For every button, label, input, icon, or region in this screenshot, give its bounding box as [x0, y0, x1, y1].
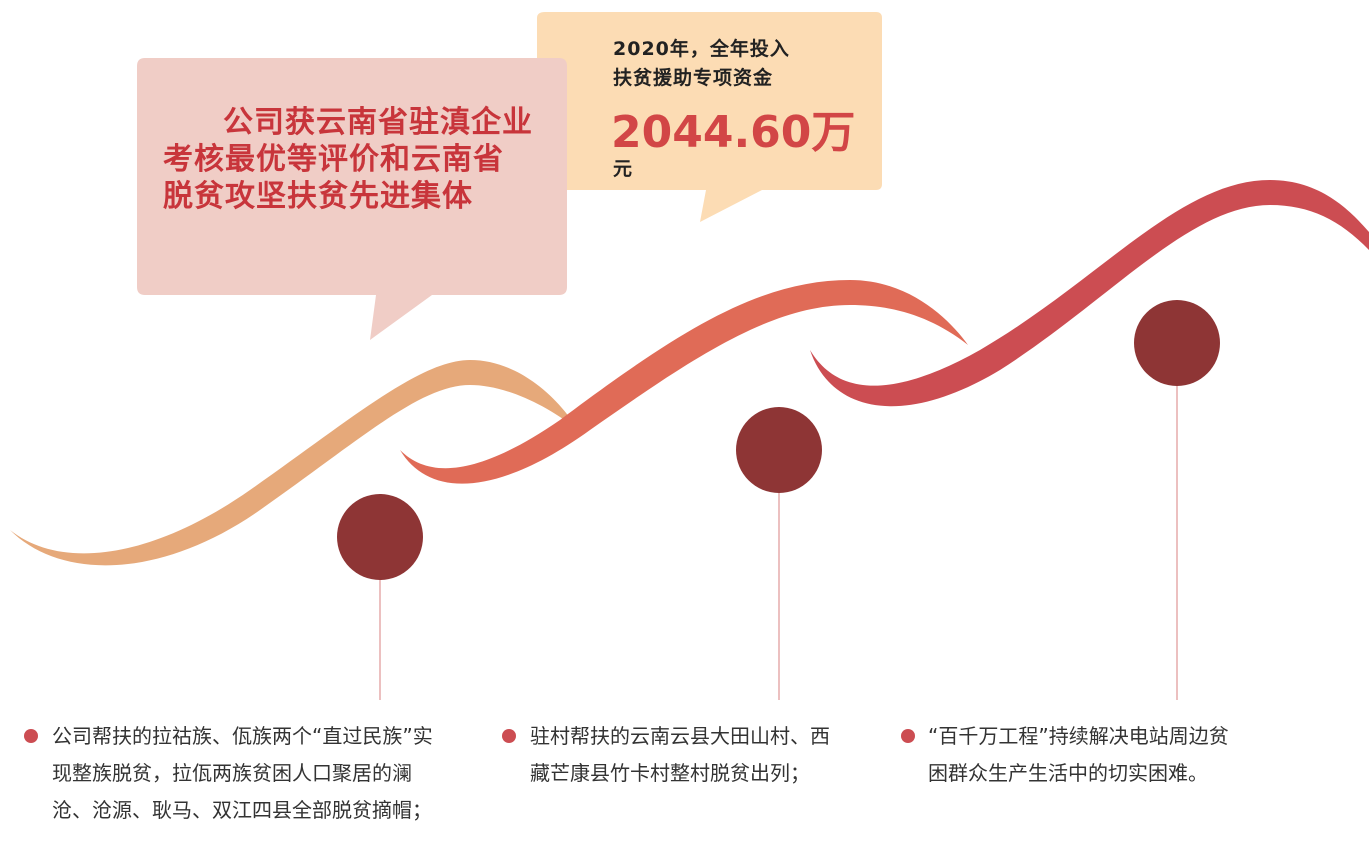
- item-text: 公司帮扶的拉祜族、佤族两个“直过民族”实现整族脱贫，拉佤两族贫困人口聚居的澜沧、…: [52, 724, 433, 822]
- bullet: [24, 729, 38, 743]
- honor-callout-bg: [137, 58, 567, 340]
- funding-line: 扶贫援助专项资金: [613, 67, 774, 89]
- milestone: [736, 407, 822, 493]
- ribbon: [400, 280, 968, 484]
- bullet: [502, 729, 516, 743]
- funding-line: 2020年，全年投入: [613, 38, 790, 60]
- honor-text: 公司获云南省驻滇企业考核最优等评价和云南省脱贫攻坚扶贫先进集体: [163, 105, 533, 214]
- ribbon: [10, 360, 578, 566]
- item-text: “百千万工程”持续解决电站周边贫困群众生产生活中的切实困难。: [928, 724, 1229, 785]
- funding-unit: 元: [613, 158, 633, 180]
- funding-amount: 2044.60万: [611, 107, 856, 158]
- item-text: 驻村帮扶的云南云县大田山村、西藏芒康县竹卡村整村脱贫出列；: [530, 724, 830, 785]
- milestone: [1134, 300, 1220, 386]
- milestone: [337, 494, 423, 580]
- bullet: [901, 729, 915, 743]
- funding-callout-bg: [537, 12, 882, 222]
- ribbon: [810, 180, 1369, 407]
